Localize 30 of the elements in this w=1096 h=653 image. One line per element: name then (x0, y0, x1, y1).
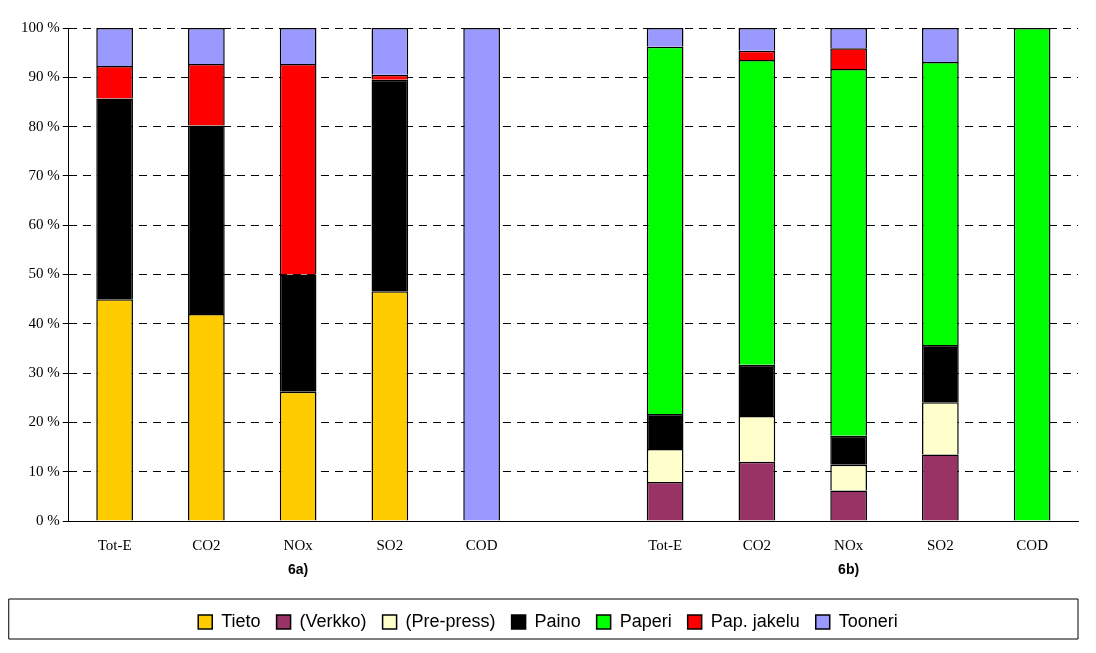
y-tick-label: 30 % (28, 364, 60, 381)
x-tick-label: SO2 (927, 536, 954, 553)
y-tick-label: 20 % (28, 413, 60, 430)
legend-label: (Pre-press) (405, 610, 496, 631)
x-tick-label: COD (465, 536, 498, 553)
x-tick-label: CO2 (192, 536, 221, 553)
y-tick-label: 100 % (21, 18, 60, 35)
y-tick-label: 10 % (28, 462, 60, 479)
x-tick-label: Tot-E (97, 536, 132, 553)
y-tick-label: 50 % (28, 265, 60, 282)
x-tick-label: Tot-E (648, 536, 683, 553)
x-tick-label: NOx (283, 536, 314, 553)
x-tick-label: NOx (834, 536, 864, 553)
y-tick-label: 0 % (36, 511, 60, 528)
y-tick-label: 60 % (28, 216, 60, 233)
x-tick-label: CO2 (742, 536, 772, 553)
y-tick-label: 80 % (28, 117, 60, 134)
y-tick-label: 70 % (28, 166, 60, 183)
y-tick-label: 40 % (28, 314, 60, 331)
legend-label: Paperi (619, 610, 672, 631)
text: 6a) (288, 560, 309, 577)
y-tick-label: 90 % (28, 68, 60, 85)
legend-label: Tooneri (838, 610, 898, 631)
legend-label: Tieto (221, 610, 261, 631)
x-tick-label: SO2 (376, 536, 404, 553)
legend-label: (Verkko) (299, 610, 367, 631)
legend-label: Paino (534, 610, 581, 631)
text: 6b) (838, 560, 860, 577)
legend-label: Pap. jakelu (710, 610, 800, 631)
x-tick-label: COD (1016, 536, 1049, 553)
